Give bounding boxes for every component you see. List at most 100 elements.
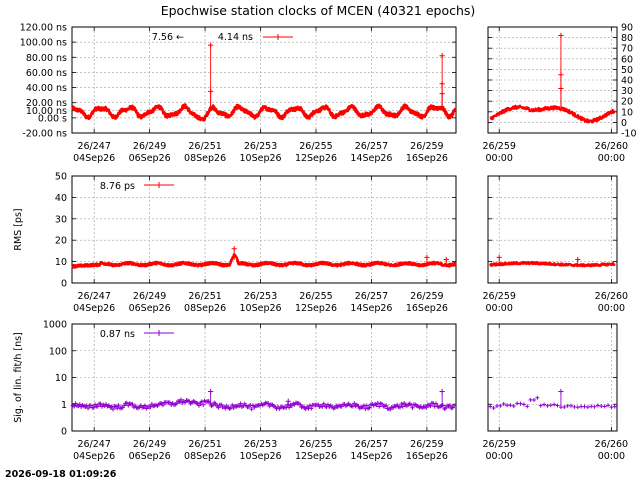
sig-main-point	[77, 402, 82, 407]
sig-zoom-point	[589, 404, 594, 409]
sig-main-xtick-label-4: 26/255	[299, 439, 332, 450]
sig-zoom-point	[609, 405, 614, 410]
rms-main-xtick-label-0: 26/247	[77, 291, 110, 302]
sig-zoom-point	[521, 402, 526, 407]
clock-main-xtick-sublabel-0: 04Sep26	[73, 153, 115, 164]
rms-zoom-xtick-sublabel-0: 00:00	[486, 303, 513, 314]
sig-main-point	[160, 402, 166, 408]
sig-zoom-point	[612, 404, 617, 409]
sig-main-xtick-sublabel-6: 16Sep26	[406, 451, 448, 462]
rms-main-xtick-sublabel-4: 12Sep26	[295, 303, 337, 314]
rms-zoom-frame	[487, 175, 618, 284]
sig-main-xtick-label-1: 26/249	[133, 439, 166, 450]
rms-main-xtick-sublabel-1: 06Sep26	[129, 303, 171, 314]
sig-main-point	[207, 400, 213, 406]
figure-title: Epochwise station clocks of MCEN (40321 …	[161, 3, 476, 18]
sig-main-point	[73, 401, 78, 406]
rms-zoom-xtick-label-1: 26/260	[595, 291, 628, 302]
rms-main-ytick-label-1: 10	[55, 257, 67, 268]
sig-zoom-xtick-sublabel-0: 00:00	[486, 451, 513, 462]
rms-zoom-grid	[488, 175, 617, 284]
clock-zoom-xtick-sublabel-0: 00:00	[486, 153, 513, 164]
rms-ylabel: RMS [ps]	[13, 208, 24, 250]
rms-main-xtick-label-6: 26/259	[410, 291, 443, 302]
sig-main-point	[266, 401, 271, 406]
sig-main-point	[424, 405, 429, 410]
sig-zoom-point	[538, 403, 543, 408]
sig-zoom-xtick-label-0: 26/259	[483, 439, 516, 450]
sig-zoom-xtick-label-1: 26/260	[595, 439, 628, 450]
sig-main-point	[110, 407, 116, 412]
sig-main-point	[399, 401, 404, 407]
sig-main-point	[321, 401, 326, 406]
rms-main-spike-3	[443, 256, 449, 263]
sig-main-frame	[71, 323, 457, 432]
sig-main-xtick-sublabel-1: 06Sep26	[129, 451, 171, 462]
sig-zoom-point	[531, 398, 536, 403]
sig-zoom-point	[528, 397, 533, 402]
rms-main-series	[71, 253, 457, 269]
sig-main-spike-0	[208, 388, 214, 395]
sig-zoom-point	[488, 404, 493, 409]
clock-main-xtick-label-2: 26/251	[188, 141, 221, 152]
clock-zoom-spike-0	[558, 32, 564, 39]
sig-main-point	[332, 405, 338, 411]
clock-zoom-xtick-label-0: 26/259	[483, 141, 516, 152]
rms-main-ytick-label-3: 30	[55, 214, 67, 225]
clock-main-spike-2	[439, 53, 445, 59]
sig-main-point	[451, 403, 457, 409]
sig-main-point	[230, 402, 235, 408]
sig-zoom-point	[491, 405, 496, 410]
sig-zoom-point	[569, 403, 574, 408]
clock-zoom-ytick-label-3: 20	[621, 97, 633, 108]
clock-zoom-xtick-sublabel-1: 00:00	[598, 153, 625, 164]
clock-main-ytick-label-4: 40.00 ns	[26, 83, 67, 94]
clock-main-spike-3	[439, 81, 445, 87]
sig-main-legend-label: 0.87 ns	[100, 329, 135, 340]
rms-main-xtick-label-2: 26/251	[188, 291, 221, 302]
sig-main-ytick-label-4: 1000	[43, 320, 67, 331]
sig-main-xtick-sublabel-5: 14Sep26	[350, 451, 392, 462]
sig-zoom-xtick-sublabel-1: 00:00	[598, 451, 625, 462]
rms-main-xtick-label-3: 26/253	[244, 291, 277, 302]
sig-main-point	[116, 403, 121, 408]
rms-main-xtick-sublabel-5: 14Sep26	[350, 303, 392, 314]
sig-main-point	[174, 401, 180, 406]
sig-zoom-point	[582, 404, 587, 409]
sig-zoom-point	[602, 404, 607, 409]
sig-main-point	[85, 405, 91, 411]
sig-main-legend-marker	[156, 330, 162, 336]
sig-main-point	[196, 403, 202, 408]
sig-main-point	[213, 401, 218, 406]
rms-main-xtick-sublabel-6: 16Sep26	[406, 303, 448, 314]
rms-main-xtick-sublabel-3: 10Sep26	[239, 303, 281, 314]
sig-main-point	[216, 405, 221, 410]
sig-main-ytick-label-2: 10	[55, 373, 67, 384]
rms-main-xtick-sublabel-2: 08Sep26	[184, 303, 226, 314]
clock-main-ytick-label-8: 120.00 ns	[20, 23, 67, 34]
clock-main-ytick-label-1: 0.00 s	[38, 113, 67, 124]
sig-zoom-point	[555, 403, 560, 408]
clock-main-xtick-label-1: 26/249	[133, 141, 166, 152]
clock-main-ytick-label-0: -20.00 ns	[22, 129, 67, 140]
sig-zoom-point	[518, 401, 523, 406]
sig-zoom-grid	[488, 323, 617, 432]
rms-zoom-xtick-label-0: 26/259	[483, 291, 516, 302]
clock-main-spike-0	[208, 42, 214, 48]
clock-main-xtick-sublabel-2: 08Sep26	[184, 153, 226, 164]
sig-main-point	[200, 402, 206, 407]
clock-zoom-ytick-label-4: 30	[621, 86, 633, 97]
sig-main-point	[98, 401, 103, 407]
sig-main-xtick-sublabel-2: 08Sep26	[184, 451, 226, 462]
sig-main-point	[400, 404, 405, 409]
sig-main-xtick-label-3: 26/253	[244, 439, 277, 450]
clock-zoom-spike-2	[558, 85, 564, 92]
sig-main-point	[238, 401, 243, 406]
sig-zoom-point	[548, 403, 553, 408]
clock-main-ytick-label-2: 10.00 ns	[26, 106, 67, 117]
rms-main-ytick-label-5: 50	[55, 172, 67, 183]
